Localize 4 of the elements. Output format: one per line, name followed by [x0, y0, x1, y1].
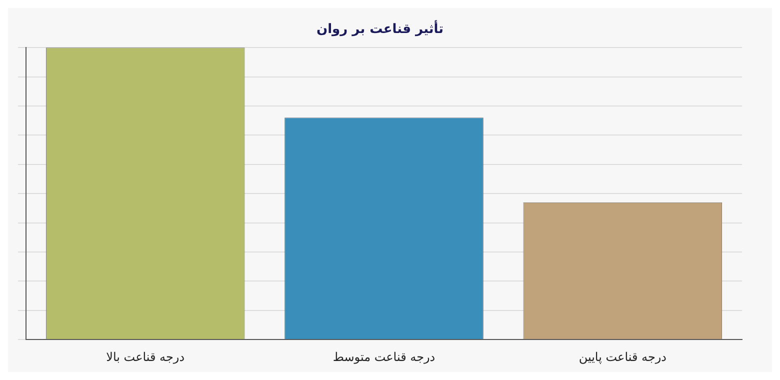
chart-title: تأثیر قناعت بر روان — [316, 20, 444, 38]
x-tick-label: درجه قناعت پایین — [578, 350, 667, 364]
x-tick-label: درجه قناعت متوسط — [332, 350, 436, 364]
x-tick-label: درجه قناعت بالا — [106, 350, 185, 364]
